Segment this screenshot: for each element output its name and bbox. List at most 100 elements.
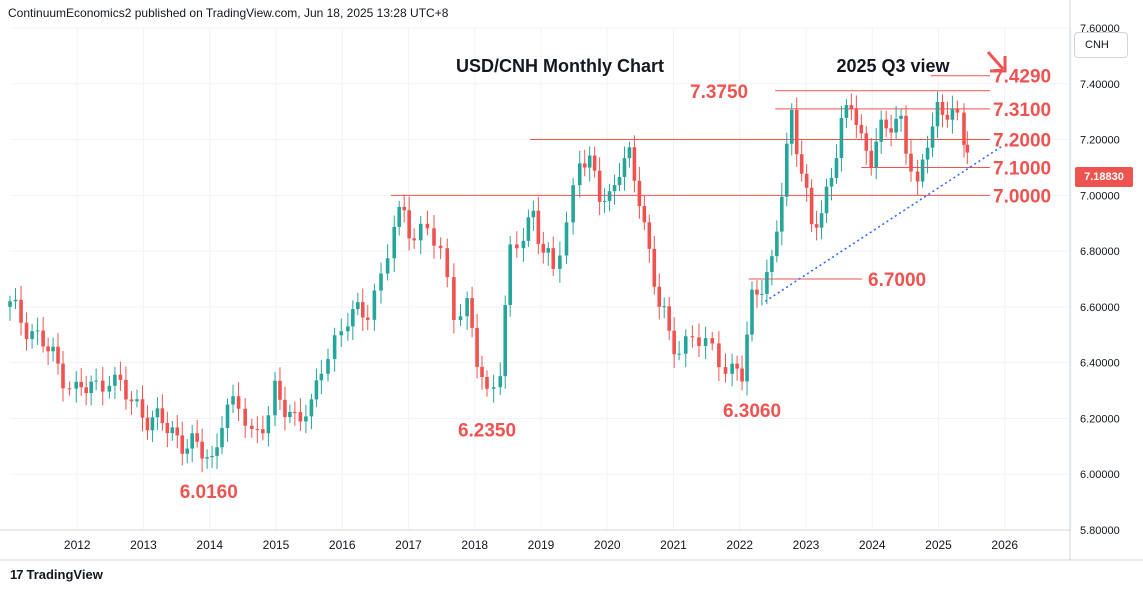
low-annotation: 6.2350 (458, 421, 516, 442)
candle-body (225, 404, 230, 428)
candle-body (592, 155, 597, 171)
chart-title: USD/CNH Monthly Chart (456, 56, 664, 76)
candle-body (30, 331, 34, 340)
candle-body (551, 248, 556, 269)
x-tick-label: 2026 (991, 538, 1018, 552)
candle-body (854, 109, 859, 125)
candle-body (452, 277, 456, 320)
x-tick-label: 2024 (859, 538, 886, 552)
level-label: 7.0000 (993, 186, 1051, 207)
low-annotation: 6.0160 (180, 482, 238, 503)
candle-body (526, 217, 531, 241)
candle-body (730, 363, 734, 374)
y-tick-label: 6.40000 (1080, 358, 1120, 370)
candle-body (819, 213, 824, 228)
candle-body (266, 415, 271, 434)
candle-body (904, 115, 908, 154)
symbol-label[interactable]: CNH (1074, 32, 1128, 58)
candle-body (531, 210, 536, 218)
candle-body (697, 337, 701, 346)
candle-body (250, 425, 254, 429)
candle-body (899, 115, 903, 119)
candle-body (304, 416, 308, 422)
candle-body (339, 331, 344, 336)
candle-body (412, 238, 416, 241)
candle-body (278, 380, 282, 400)
candle-body (385, 258, 390, 274)
candle-body (864, 133, 869, 151)
candle-body (541, 243, 546, 253)
candle-body (8, 301, 12, 307)
candle-body (740, 368, 744, 382)
candle-body (612, 185, 617, 192)
x-tick-label: 2023 (793, 538, 820, 552)
arrow-down-right-icon (986, 51, 1007, 73)
candle-body (84, 387, 88, 394)
candle-body (839, 117, 844, 159)
candle-body (930, 126, 935, 148)
candle-body (894, 118, 898, 133)
candle-body (51, 346, 55, 352)
candle-body (717, 343, 721, 368)
candle-body (755, 289, 759, 295)
x-tick-label: 2018 (461, 538, 488, 552)
candle-body (770, 256, 774, 273)
candle-body (190, 433, 194, 449)
low-annotation: 6.3060 (723, 401, 781, 422)
x-tick-label: 2015 (263, 538, 290, 552)
candle-body (326, 359, 330, 374)
candle-body (794, 109, 799, 155)
candle-body (432, 228, 436, 246)
candle-body (909, 153, 913, 172)
candle-body (185, 448, 190, 454)
candle-body (261, 429, 265, 434)
candle-body (46, 346, 50, 352)
level-label: 6.7000 (868, 270, 926, 291)
candle-body (332, 335, 337, 360)
publisher-header: ContinuumEconomics2 published on Trading… (8, 6, 449, 20)
candle-body (24, 322, 29, 340)
candle-body (844, 105, 849, 118)
candle-body (180, 435, 185, 454)
chart-subtitle: 2025 Q3 view (836, 56, 950, 76)
candle-body (346, 326, 350, 332)
candle-body (392, 226, 397, 259)
candle-body (735, 363, 739, 369)
candle-body (503, 305, 508, 377)
x-tick-label: 2022 (726, 538, 753, 552)
candle-body (118, 374, 123, 380)
candle-body (814, 224, 819, 228)
candle-body (13, 299, 18, 302)
candle-body (869, 150, 874, 168)
y-tick-label: 7.20000 (1080, 135, 1120, 147)
candle-body (804, 173, 809, 188)
candle-body (150, 417, 155, 431)
candle-body (74, 381, 79, 389)
y-tick-label: 6.60000 (1080, 302, 1120, 314)
candle-body (920, 159, 925, 182)
level-label-left: 7.3750 (690, 82, 748, 103)
candle-body (41, 330, 45, 347)
candle-body (672, 330, 676, 355)
candle-body (564, 222, 569, 256)
candle-body (298, 412, 303, 422)
candle-body (809, 187, 814, 225)
x-tick-label: 2025 (925, 538, 952, 552)
x-tick-label: 2017 (395, 538, 422, 552)
y-tick-label: 6.80000 (1080, 246, 1120, 258)
candle-body (955, 109, 960, 113)
candle-body (236, 396, 241, 409)
candle-body (67, 388, 72, 390)
candle-body (35, 330, 40, 332)
candle-body (480, 366, 484, 378)
candle-body (100, 380, 105, 392)
candle-body (360, 302, 365, 318)
candle-body (155, 408, 160, 418)
y-tick-label: 5.80000 (1080, 525, 1120, 537)
candle-body (662, 306, 667, 308)
candle-body (683, 336, 688, 354)
candle-body (940, 101, 945, 115)
candle-body (849, 105, 854, 110)
candle-body (425, 223, 430, 229)
